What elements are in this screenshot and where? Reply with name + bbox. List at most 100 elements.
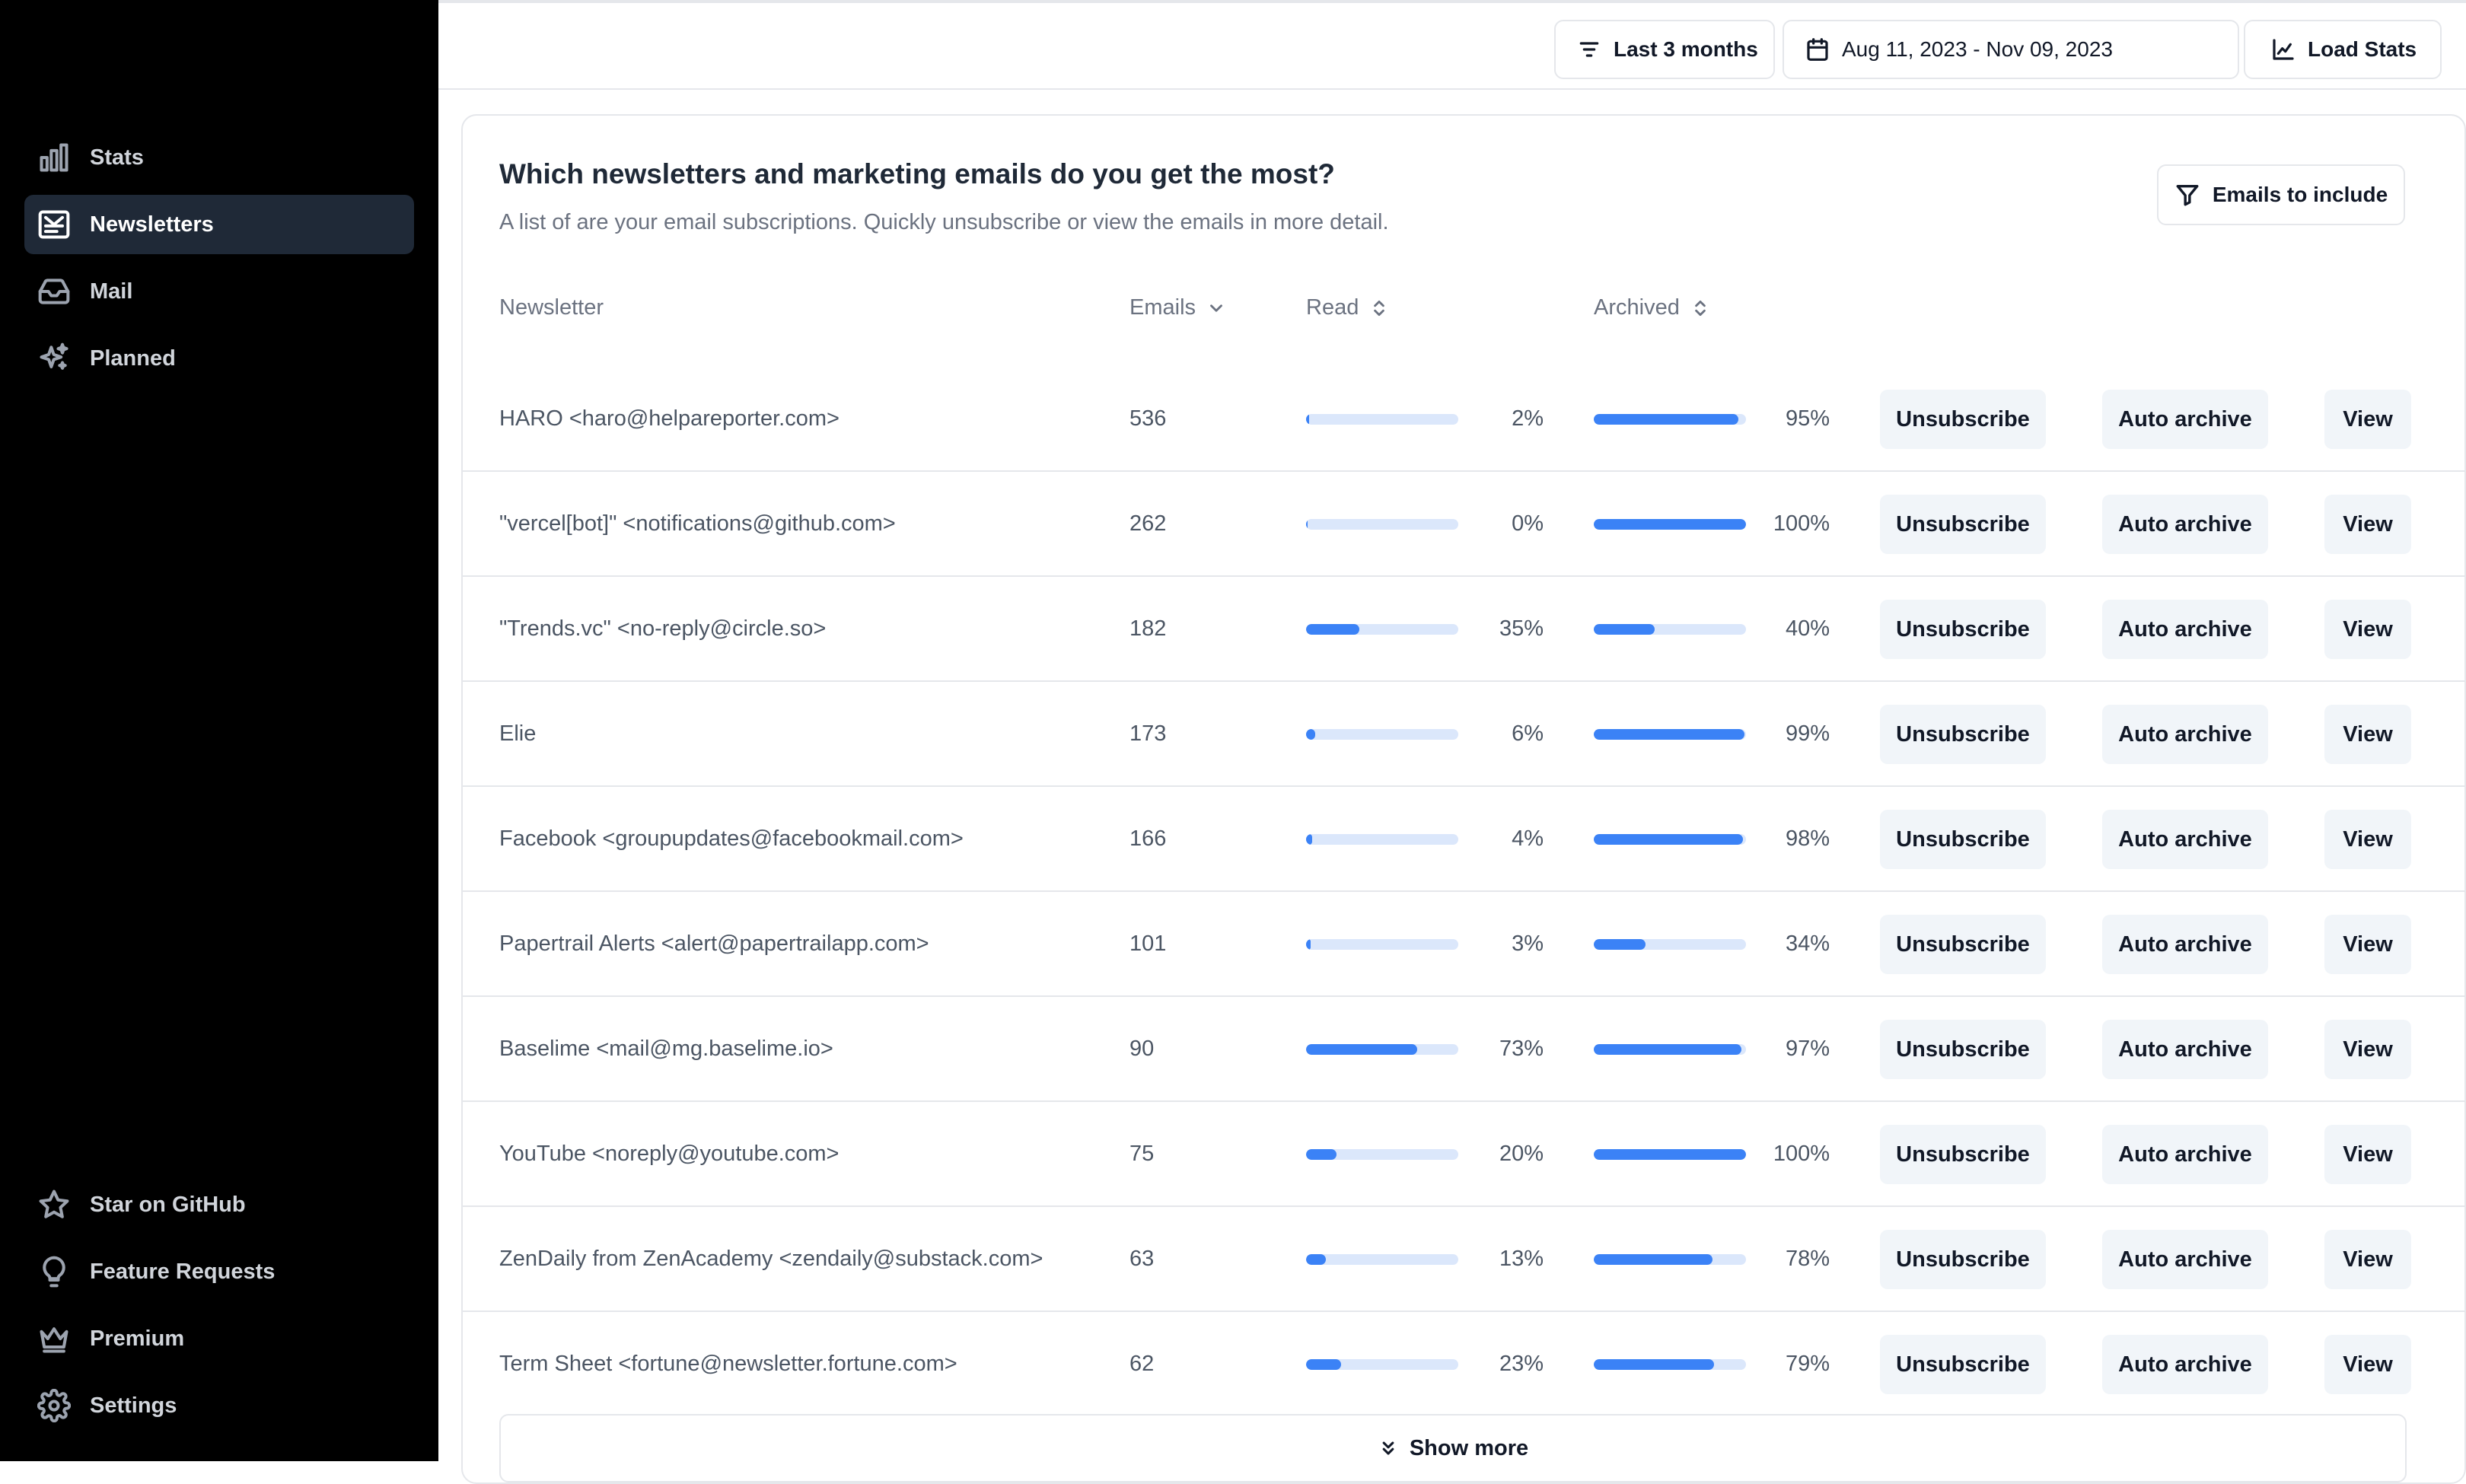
sidebar: Stats Newsletters Mail Planned Star on G…	[0, 0, 438, 1461]
read-progress-bar	[1306, 1359, 1458, 1370]
sidebar-item-stats[interactable]: Stats	[24, 128, 414, 187]
chevron-down-icon	[1210, 304, 1222, 312]
archived-progress-bar	[1594, 519, 1746, 530]
unsubscribe-button[interactable]: Unsubscribe	[1880, 390, 2046, 449]
table-row: Term Sheet <fortune@newsletter.fortune.c…	[463, 1312, 2464, 1417]
archived-progress-bar	[1594, 939, 1746, 950]
sidebar-item-mail[interactable]: Mail	[24, 262, 414, 321]
archived-percent: 99%	[1785, 721, 1830, 746]
view-button[interactable]: View	[2324, 915, 2411, 974]
funnel-icon	[2176, 184, 2199, 206]
sidebar-item-star-github[interactable]: Star on GitHub	[24, 1175, 414, 1234]
lightbulb-icon	[37, 1254, 72, 1289]
sidebar-item-premium[interactable]: Premium	[24, 1309, 414, 1368]
archived-percent: 34%	[1785, 931, 1830, 956]
view-button[interactable]: View	[2324, 705, 2411, 764]
view-button[interactable]: View	[2324, 810, 2411, 869]
archived-progress-fill	[1594, 834, 1743, 845]
load-stats-button[interactable]: Load Stats	[2244, 20, 2442, 79]
auto-archive-button[interactable]: Auto archive	[2102, 810, 2268, 869]
unsubscribe-button[interactable]: Unsubscribe	[1880, 810, 2046, 869]
auto-archive-button[interactable]: Auto archive	[2102, 1020, 2268, 1079]
archived-progress-bar	[1594, 729, 1746, 740]
newsletter-name: Term Sheet <fortune@newsletter.fortune.c…	[499, 1351, 957, 1376]
archived-percent: 98%	[1785, 826, 1830, 851]
auto-archive-button[interactable]: Auto archive	[2102, 1230, 2268, 1289]
read-progress-fill	[1306, 519, 1308, 530]
view-button[interactable]: View	[2324, 390, 2411, 449]
read-percent: 20%	[1499, 1141, 1544, 1166]
auto-archive-button[interactable]: Auto archive	[2102, 705, 2268, 764]
sidebar-item-planned[interactable]: Planned	[24, 329, 414, 388]
auto-archive-button[interactable]: Auto archive	[2102, 1125, 2268, 1184]
read-progress-fill	[1306, 729, 1315, 740]
auto-archive-button[interactable]: Auto archive	[2102, 1335, 2268, 1394]
email-count: 166	[1129, 826, 1167, 851]
archived-progress-bar	[1594, 624, 1746, 635]
auto-archive-button[interactable]: Auto archive	[2102, 495, 2268, 554]
newsletter-name: Facebook <groupupdates@facebookmail.com>	[499, 826, 964, 851]
view-button[interactable]: View	[2324, 1230, 2411, 1289]
archived-percent: 95%	[1785, 406, 1830, 431]
unsubscribe-button[interactable]: Unsubscribe	[1880, 600, 2046, 659]
unsubscribe-button[interactable]: Unsubscribe	[1880, 1020, 2046, 1079]
sidebar-item-label: Premium	[90, 1326, 185, 1351]
sort-icon	[1695, 300, 1706, 316]
newsletter-name: "vercel[bot]" <notifications@github.com>	[499, 511, 896, 536]
view-button[interactable]: View	[2324, 495, 2411, 554]
archived-percent: 97%	[1785, 1036, 1830, 1061]
sidebar-item-settings[interactable]: Settings	[24, 1376, 414, 1435]
unsubscribe-button[interactable]: Unsubscribe	[1880, 1125, 2046, 1184]
auto-archive-button[interactable]: Auto archive	[2102, 390, 2268, 449]
sidebar-item-label: Newsletters	[90, 212, 214, 237]
auto-archive-button[interactable]: Auto archive	[2102, 600, 2268, 659]
unsubscribe-button[interactable]: Unsubscribe	[1880, 495, 2046, 554]
read-progress-fill	[1306, 1149, 1337, 1160]
newsletter-icon	[37, 207, 72, 242]
view-button[interactable]: View	[2324, 1020, 2411, 1079]
read-progress-fill	[1306, 939, 1311, 950]
email-count: 182	[1129, 616, 1167, 641]
email-count: 62	[1129, 1351, 1155, 1376]
newsletter-name: Elie	[499, 721, 537, 746]
sidebar-item-label: Stats	[90, 145, 144, 170]
archived-progress-fill	[1594, 414, 1738, 425]
gear-icon	[37, 1388, 72, 1423]
auto-archive-button[interactable]: Auto archive	[2102, 915, 2268, 974]
read-percent: 73%	[1499, 1036, 1544, 1061]
read-progress-bar	[1306, 834, 1458, 845]
archived-percent: 40%	[1785, 616, 1830, 641]
newsletter-name: "Trends.vc" <no-reply@circle.so>	[499, 616, 827, 641]
sidebar-item-feature-requests[interactable]: Feature Requests	[24, 1242, 414, 1301]
sidebar-item-newsletters[interactable]: Newsletters	[24, 195, 414, 254]
header-emails[interactable]: Emails	[1129, 295, 1226, 320]
header-archived[interactable]: Archived	[1594, 295, 1710, 320]
header-emails-label: Emails	[1129, 295, 1196, 320]
unsubscribe-button[interactable]: Unsubscribe	[1880, 705, 2046, 764]
unsubscribe-button[interactable]: Unsubscribe	[1880, 915, 2046, 974]
bar-chart-icon	[37, 140, 72, 175]
filter-label: Emails to include	[2212, 183, 2388, 206]
header-archived-label: Archived	[1594, 295, 1680, 320]
table-row: Elie 173 6% 99% Unsubscribe Auto archive…	[463, 682, 2464, 787]
show-more-button[interactable]: Show more	[499, 1414, 2407, 1482]
header-read[interactable]: Read	[1306, 295, 1389, 320]
read-progress-bar	[1306, 939, 1458, 950]
crown-icon	[37, 1321, 72, 1356]
view-button[interactable]: View	[2324, 600, 2411, 659]
read-progress-bar	[1306, 624, 1458, 635]
read-progress-fill	[1306, 1359, 1341, 1370]
table-row: ZenDaily from ZenAcademy <zendaily@subst…	[463, 1207, 2464, 1312]
date-picker-button[interactable]: Aug 11, 2023 - Nov 09, 2023	[1783, 20, 2239, 79]
unsubscribe-button[interactable]: Unsubscribe	[1880, 1335, 2046, 1394]
view-button[interactable]: View	[2324, 1335, 2411, 1394]
read-percent: 3%	[1512, 931, 1544, 956]
email-count: 173	[1129, 721, 1167, 746]
read-progress-fill	[1306, 1044, 1417, 1055]
header-newsletter: Newsletter	[499, 295, 604, 320]
sparkles-icon	[37, 341, 72, 376]
date-range-select[interactable]: Last 3 months	[1554, 20, 1775, 79]
view-button[interactable]: View	[2324, 1125, 2411, 1184]
unsubscribe-button[interactable]: Unsubscribe	[1880, 1230, 2046, 1289]
emails-to-include-button[interactable]: Emails to include	[2157, 164, 2405, 225]
